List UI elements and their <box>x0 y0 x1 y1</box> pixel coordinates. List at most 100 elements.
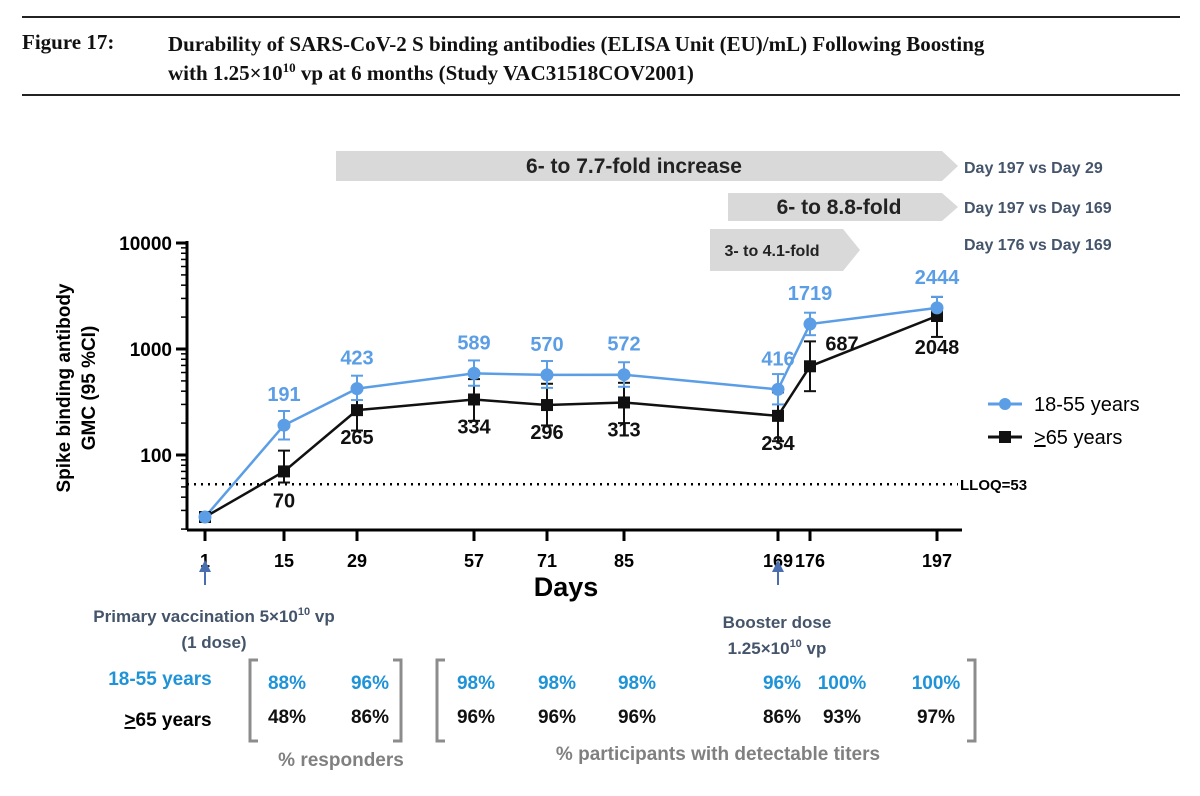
booster-dose-line1: Booster dose <box>723 613 832 632</box>
legend-old-marker <box>999 431 1011 443</box>
booster-line2-prefix: 1.25×10 <box>728 639 790 658</box>
legend-old-label-underlined: > <box>1034 427 1046 449</box>
legend-old-label: >65 years <box>1034 427 1122 449</box>
data-point <box>277 418 291 432</box>
data-label: 423 <box>340 348 373 370</box>
legend-old-label-rest: 65 years <box>1046 427 1123 449</box>
primary-line1-prefix: Primary vaccination 5×10 <box>93 607 298 626</box>
bottom-rule <box>22 94 1180 96</box>
figure-title-line2-prefix: with 1.25×10 <box>168 61 283 85</box>
data-label: 2444 <box>915 267 960 289</box>
x-tick-label: 15 <box>274 551 294 571</box>
data-label: 234 <box>761 433 795 455</box>
data-label: 572 <box>607 334 640 356</box>
footer-row-old-label-rest: 65 years <box>136 710 212 731</box>
legend-young-label: 18-55 years <box>1034 394 1140 416</box>
lloq-label: LLOQ=53 <box>960 477 1027 494</box>
x-tick-label: 85 <box>614 551 634 571</box>
y-axis-title-line2: GMC (95 %CI) <box>79 326 100 451</box>
fold-arrow-1-shape <box>336 151 958 181</box>
y-tick-label: 10000 <box>119 234 172 255</box>
data-label: 416 <box>761 348 794 370</box>
primary-vaccination-line1: Primary vaccination 5×1010 vp <box>93 606 334 626</box>
footer-value: 98% <box>538 673 576 694</box>
footer-value: 97% <box>917 707 955 728</box>
primary-line1-sup: 10 <box>298 606 310 618</box>
bracket-detectable-left <box>435 658 445 743</box>
data-point <box>541 399 553 412</box>
data-point <box>772 409 784 422</box>
footer-value: 100% <box>912 673 961 694</box>
data-label: 70 <box>273 490 295 512</box>
data-label: 589 <box>457 332 490 354</box>
data-point <box>198 510 212 524</box>
figure-title-line1: Durability of SARS-CoV-2 S binding antib… <box>168 32 985 56</box>
data-label: 265 <box>340 427 373 449</box>
footer-value: 96% <box>618 707 656 728</box>
fold-arrow-3-shape <box>710 229 860 271</box>
data-label: 313 <box>607 419 640 441</box>
booster-dose-line2: 1.25×1010 vp <box>728 638 827 658</box>
data-point <box>803 317 817 331</box>
fold-arrows: 6- to 7.7-fold increase Day 197 vs Day 2… <box>336 151 1112 271</box>
x-tick-label: 57 <box>464 551 484 571</box>
data-label: 334 <box>457 416 491 438</box>
fold-arrow-2-shape <box>728 193 958 221</box>
footer-value: 96% <box>351 673 389 694</box>
legend-young-marker <box>999 398 1011 410</box>
fold-arrow-2-label: 6- to 8.8-fold <box>777 196 902 219</box>
footer-value: 96% <box>763 673 801 694</box>
data-label: 296 <box>530 422 563 444</box>
figure-title-line2-sup: 10 <box>282 60 296 75</box>
fold-arrow-2-comparison: Day 197 vs Day 169 <box>964 200 1112 217</box>
bracket-detectable-right <box>967 658 977 743</box>
data-label: 1719 <box>788 283 833 305</box>
footer-value: 96% <box>457 707 495 728</box>
data-label: 570 <box>530 334 563 356</box>
footer-value: 48% <box>268 707 306 728</box>
footer-value: 96% <box>538 707 576 728</box>
primary-arrow-head <box>199 560 211 572</box>
bracket-responders-right <box>393 658 403 743</box>
data-point <box>930 301 944 315</box>
footer-value: 88% <box>268 673 306 694</box>
data-label: 191 <box>267 384 300 406</box>
caption-detectable: % participants with detectable titers <box>556 744 880 765</box>
booster-line2-sup: 10 <box>790 638 802 650</box>
footer-value: 86% <box>351 707 389 728</box>
y-tick-label: 1000 <box>130 340 172 361</box>
footer-values: 88% 96% 98% 98% 98% 96% 100% 100% 48% 86% 96% 96% 96… <box>268 673 960 728</box>
data-point <box>540 368 554 382</box>
data-point <box>351 404 363 417</box>
data-point <box>804 360 816 373</box>
footer-row-young-label: 18-55 years <box>108 669 212 690</box>
data-label: 687 <box>825 333 858 355</box>
figure-title: Durability of SARS-CoV-2 S binding antib… <box>168 30 1178 88</box>
figure-header: Figure 17: Durability of SARS-CoV-2 S bi… <box>0 0 1200 100</box>
top-rule <box>22 16 1180 18</box>
figure-title-line2-suffix: vp at 6 months (Study VAC31518COV2001) <box>295 61 694 85</box>
bracket-responders-left <box>248 658 258 743</box>
data-point <box>278 465 290 478</box>
x-tick-label: 176 <box>795 551 825 571</box>
x-tick-label: 197 <box>922 551 952 571</box>
footer-value: 93% <box>823 707 861 728</box>
figure-label: Figure 17: <box>22 30 115 54</box>
caption-responders: % responders <box>278 750 404 771</box>
data-label: 2048 <box>915 337 960 359</box>
data-point <box>468 393 480 406</box>
y-tick-label: 100 <box>140 446 172 467</box>
booster-line2-suffix: vp <box>802 639 827 658</box>
y-axis-title-line1: Spike binding antibody <box>54 283 75 492</box>
x-tick-label: 71 <box>537 551 557 571</box>
fold-arrow-3-label: 3- to 4.1-fold <box>724 243 819 260</box>
fold-arrow-1-comparison: Day 197 vs Day 29 <box>964 160 1103 177</box>
x-tick-label: 29 <box>347 551 367 571</box>
y-ticks: 100 1000 10000 <box>119 234 187 530</box>
data-point <box>350 382 364 396</box>
data-point <box>467 366 481 380</box>
fold-arrow-3-comparison: Day 176 vs Day 169 <box>964 237 1112 254</box>
fold-arrow-1-label: 6- to 7.7-fold increase <box>526 155 742 178</box>
